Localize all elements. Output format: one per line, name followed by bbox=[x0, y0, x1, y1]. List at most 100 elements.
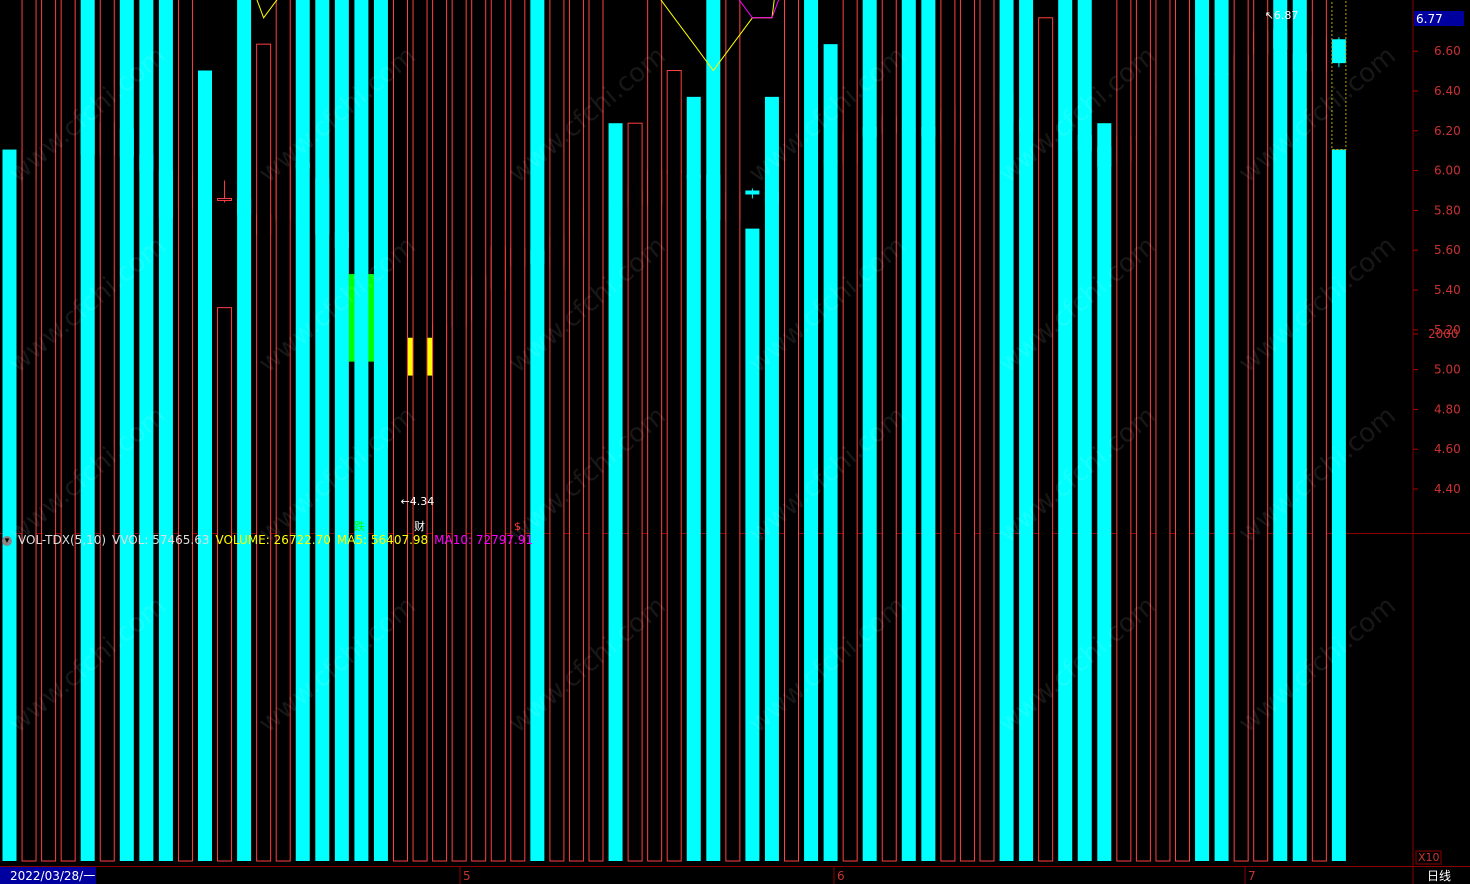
volume-bar-down bbox=[373, 0, 388, 861]
event-marker-1: 跌 bbox=[354, 519, 365, 533]
price-tick-label: 5.00 bbox=[1434, 363, 1461, 377]
volume-bar-up bbox=[588, 0, 604, 862]
volume-bar-down bbox=[198, 70, 212, 861]
ma5-value: MA5: 56407.98 bbox=[336, 533, 429, 547]
price-tick-label: 4.40 bbox=[1434, 482, 1461, 496]
vvol-value: VVOL: 57465.63 bbox=[112, 533, 210, 547]
volume-series[interactable] bbox=[2, 0, 1347, 862]
volume-bar-up bbox=[1253, 0, 1269, 862]
time-tick-label: 5 bbox=[463, 869, 471, 883]
volume-axis: 200040006000800010000X10 bbox=[1413, 327, 1459, 865]
candle-body-down bbox=[745, 190, 760, 195]
volume-bar-down bbox=[530, 0, 545, 862]
time-axis: 2022/03/28/一 5 6 7 日线 bbox=[0, 867, 1451, 884]
last-price-label: 6.77 bbox=[1416, 12, 1443, 26]
price-tick-label: 6.60 bbox=[1434, 44, 1461, 58]
volume-bar-up bbox=[1233, 0, 1249, 862]
volume-bar-up bbox=[217, 307, 233, 862]
period-label: 日线 bbox=[1427, 869, 1451, 883]
volume-bar-up bbox=[979, 0, 995, 862]
volume-bar-down bbox=[2, 149, 17, 862]
volume-bar-down bbox=[1273, 0, 1288, 861]
scale-box bbox=[1415, 850, 1442, 865]
start-date-box bbox=[0, 867, 96, 884]
volume-bar-down bbox=[686, 96, 701, 862]
volume-bar-up bbox=[393, 0, 408, 862]
volume-bar-up bbox=[60, 0, 76, 862]
volume-bar-up bbox=[568, 0, 584, 862]
indicator-header: ▾ VOL-TDX(5,10) VVOL: 57465.63 VOLUME: 2672… bbox=[2, 533, 539, 551]
candle-body-down bbox=[1331, 39, 1346, 64]
volume-bar-up bbox=[1116, 0, 1132, 862]
volume-bar-down bbox=[764, 96, 779, 862]
volume-bar-down bbox=[1019, 0, 1034, 862]
volume-bar-down bbox=[158, 0, 173, 861]
volume-bar-up bbox=[725, 0, 741, 862]
volume-bar-down bbox=[119, 0, 134, 861]
volume-bar-up bbox=[959, 0, 975, 862]
event-marker-2: 财 bbox=[414, 519, 425, 533]
volume-bar-up bbox=[842, 0, 858, 862]
volume-value: VOLUME: 26722.70 bbox=[215, 533, 331, 547]
volume-bar-up bbox=[256, 43, 272, 862]
volume-bar-up bbox=[1135, 0, 1151, 862]
volume-bar-up bbox=[1038, 17, 1054, 862]
volume-bar-up bbox=[940, 0, 956, 862]
volume-bar-up bbox=[881, 0, 897, 862]
volume-bar-down bbox=[823, 44, 838, 861]
volume-bar-projected bbox=[1331, 0, 1347, 151]
volume-bar-down bbox=[315, 0, 330, 862]
indicator-name[interactable]: VOL-TDX(5,10) bbox=[18, 533, 107, 547]
time-tick-label: 7 bbox=[1248, 869, 1256, 883]
price-tick-label: 5.80 bbox=[1434, 203, 1461, 217]
volume-bar-up bbox=[177, 0, 193, 862]
volume-bar-down bbox=[706, 0, 721, 862]
volume-tick-label: 2000 bbox=[1428, 327, 1459, 341]
volume-bar-down bbox=[901, 0, 916, 861]
volume-bar-up bbox=[99, 0, 115, 862]
ma10-value: MA10: 72797.91 bbox=[434, 533, 534, 547]
chart-annotations: ↖6.87 ←4.34 跌 财 $ bbox=[354, 9, 1298, 533]
volume-ma-lines bbox=[256, 0, 780, 72]
start-date-label: 2022/03/28/一 bbox=[10, 869, 95, 883]
volume-bar-up bbox=[647, 0, 663, 862]
volume-bar-down bbox=[80, 0, 95, 861]
volume-bar-down bbox=[608, 123, 623, 861]
volume-bar-up bbox=[41, 0, 57, 862]
volume-bar-down bbox=[999, 0, 1014, 862]
price-tick-label: 5.20 bbox=[1434, 323, 1461, 337]
volume-bar-up bbox=[21, 0, 37, 862]
volume-bar-up bbox=[549, 0, 565, 862]
volume-bar-up bbox=[275, 0, 291, 862]
low-price-label: ←4.34 bbox=[401, 495, 435, 508]
volume-bar-up bbox=[451, 0, 467, 862]
price-tick-label: 4.60 bbox=[1434, 442, 1461, 456]
volume-bar-up bbox=[666, 70, 682, 862]
price-tick-label: 5.40 bbox=[1434, 283, 1461, 297]
price-tick-label: 6.20 bbox=[1434, 124, 1461, 138]
price-tick-label: 4.80 bbox=[1434, 402, 1461, 416]
volume-bar-down bbox=[334, 0, 349, 862]
volume-bar-down bbox=[745, 228, 760, 862]
volume-bar-up bbox=[490, 0, 506, 862]
price-tick-label: 6.00 bbox=[1434, 164, 1461, 178]
event-marker-3: $ bbox=[514, 520, 521, 533]
volume-bar-up bbox=[627, 122, 643, 862]
volume-bar-up bbox=[1311, 0, 1327, 862]
volume-bar-down bbox=[804, 0, 819, 861]
scale-label: X10 bbox=[1418, 851, 1440, 864]
candle-body-up bbox=[217, 197, 233, 201]
price-tick-label: 5.60 bbox=[1434, 243, 1461, 257]
volume-bar-up bbox=[432, 0, 448, 862]
indicator-toggle-icon[interactable]: ▾ bbox=[2, 535, 12, 546]
volume-bar-down bbox=[295, 0, 310, 861]
volume-bar-down bbox=[921, 0, 936, 862]
volume-bar-down bbox=[1097, 123, 1112, 861]
volume-bar-up bbox=[1155, 0, 1171, 862]
volume-bar-up bbox=[412, 0, 428, 862]
volume-bar-down bbox=[1058, 0, 1073, 861]
volume-bar-down bbox=[1077, 0, 1092, 861]
volume-bar-down bbox=[354, 0, 369, 861]
volume-bar-up bbox=[510, 0, 526, 862]
